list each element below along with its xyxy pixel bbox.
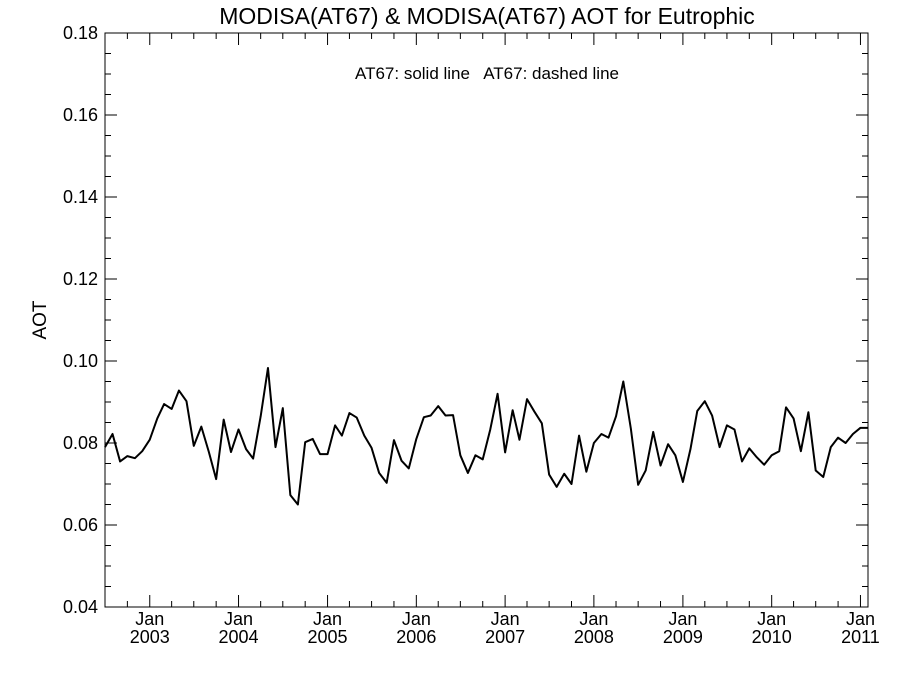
x-tick-month-label: Jan bbox=[846, 609, 875, 629]
x-tick-year-label: 2006 bbox=[396, 627, 436, 647]
x-tick-month-label: Jan bbox=[491, 609, 520, 629]
aot-series-line bbox=[104, 366, 868, 506]
x-tick-month-label: Jan bbox=[757, 609, 786, 629]
y-tick-label: 0.06 bbox=[63, 515, 98, 535]
x-tick-year-label: 2005 bbox=[308, 627, 348, 647]
x-tick-month-label: Jan bbox=[402, 609, 431, 629]
y-tick-label: 0.08 bbox=[63, 433, 98, 453]
y-tick-label: 0.18 bbox=[63, 23, 98, 43]
y-tick-label: 0.12 bbox=[63, 269, 98, 289]
line-style-annotation: AT67: solid line AT67: dashed line bbox=[355, 64, 619, 83]
x-tick-year-label: 2010 bbox=[752, 627, 792, 647]
x-tick-year-label: 2008 bbox=[574, 627, 614, 647]
x-tick-month-label: Jan bbox=[135, 609, 164, 629]
y-tick-label: 0.14 bbox=[63, 187, 98, 207]
y-tick-label: 0.16 bbox=[63, 105, 98, 125]
plot-frame bbox=[104, 32, 869, 608]
x-tick-year-label: 2007 bbox=[485, 627, 525, 647]
x-tick-year-label: 2011 bbox=[841, 627, 880, 647]
y-tick-label: 0.10 bbox=[63, 351, 98, 371]
x-tick-year-label: 2003 bbox=[130, 627, 170, 647]
x-tick-year-label: 2004 bbox=[219, 627, 259, 647]
x-tick-month-label: Jan bbox=[579, 609, 608, 629]
y-tick-label: 0.04 bbox=[63, 597, 98, 617]
x-tick-month-label: Jan bbox=[224, 609, 253, 629]
x-tick-month-label: Jan bbox=[668, 609, 697, 629]
chart-title: MODISA(AT67) & MODISA(AT67) AOT for Eutr… bbox=[219, 3, 755, 29]
x-tick-year-label: 2009 bbox=[663, 627, 703, 647]
series-layer bbox=[104, 366, 868, 506]
x-tick-month-label: Jan bbox=[313, 609, 342, 629]
axes-layer: 0.040.060.080.100.120.140.160.18Jan2003J… bbox=[63, 23, 880, 647]
y-axis-label: AOT bbox=[30, 300, 51, 339]
